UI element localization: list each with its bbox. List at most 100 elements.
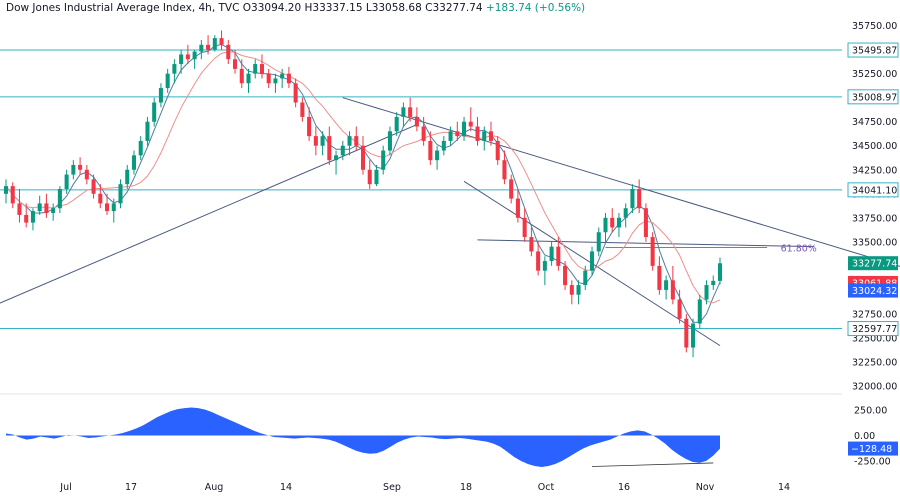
candle-30 xyxy=(206,44,211,50)
candle-77 xyxy=(522,217,527,238)
chart-header: Dow Jones Industrial Average Index, 4h, … xyxy=(6,2,585,14)
candle-16 xyxy=(111,203,116,212)
candle-82 xyxy=(556,246,561,266)
x-tick-3: 14 xyxy=(280,482,292,493)
osc-divergence-line xyxy=(592,462,714,467)
candle-12 xyxy=(84,169,89,180)
candle-68 xyxy=(462,121,467,137)
candle-104 xyxy=(704,285,709,300)
chart-title: Dow Jones Industrial Average Index, 4h, … xyxy=(6,2,240,14)
candle-87 xyxy=(589,251,595,271)
candle-7 xyxy=(51,208,56,214)
candle-48 xyxy=(327,136,332,161)
candle-91 xyxy=(616,217,621,228)
candle-55 xyxy=(374,169,379,185)
candle-24 xyxy=(165,73,170,89)
x-tick-7: 16 xyxy=(618,482,630,493)
candle-61 xyxy=(414,116,419,127)
candle-8 xyxy=(57,188,62,209)
y-tick-0: 35750.00 xyxy=(852,21,897,32)
trend-line-2 xyxy=(477,239,815,248)
x-tick-2: Aug xyxy=(205,482,224,493)
candle-6 xyxy=(44,203,49,214)
candle-42 xyxy=(286,73,291,84)
candle-51 xyxy=(347,136,352,146)
slow-ma-line xyxy=(5,51,721,304)
candle-89 xyxy=(603,217,608,233)
candle-20 xyxy=(138,140,143,156)
candle-79 xyxy=(536,251,541,271)
candle-73 xyxy=(495,140,500,161)
candle-23 xyxy=(158,88,163,103)
candle-105 xyxy=(711,280,716,286)
y-tick-5: 34500.00 xyxy=(852,141,897,152)
y-tick-6: 34250.00 xyxy=(852,165,897,176)
candle-96 xyxy=(650,237,655,266)
candle-46 xyxy=(313,136,318,146)
candle-102 xyxy=(691,323,696,348)
candle-63 xyxy=(428,140,433,161)
ohlc-high: H33337.15 xyxy=(304,2,363,14)
candle-37 xyxy=(253,64,258,74)
candle-78 xyxy=(529,237,534,252)
candle-27 xyxy=(185,54,190,60)
candle-84 xyxy=(569,285,574,295)
level-label-3: 32597.77 xyxy=(852,324,897,335)
candle-40 xyxy=(273,78,278,84)
ohlc-open: O33094.20 xyxy=(242,2,302,14)
ohlc-low: L33058.68 xyxy=(365,2,422,14)
candle-56 xyxy=(381,150,386,170)
candle-103 xyxy=(697,299,702,324)
candle-58 xyxy=(394,116,399,132)
candle-64 xyxy=(435,150,440,161)
candle-85 xyxy=(576,285,581,295)
price-badge-label-2: 33024.32 xyxy=(852,286,897,297)
candle-97 xyxy=(657,265,662,290)
osc-badge xyxy=(848,441,898,456)
y-tick-4: 34750.00 xyxy=(852,117,897,128)
fib-label: 61.80% xyxy=(781,244,817,255)
candle-59 xyxy=(401,107,406,117)
candle-94 xyxy=(637,188,642,209)
candle-9 xyxy=(64,174,69,189)
level-label-1: 35008.97 xyxy=(852,92,897,103)
osc-badge-label: −128.48 xyxy=(851,444,892,455)
candle-35 xyxy=(239,68,244,84)
ohlc-close: C33277.74 xyxy=(425,2,483,14)
candle-86 xyxy=(583,270,588,286)
candle-5 xyxy=(37,203,42,212)
y-tick-9: 33500.00 xyxy=(852,237,897,248)
candle-11 xyxy=(78,164,83,170)
trend-line-1 xyxy=(342,97,900,267)
candle-106 xyxy=(717,263,723,281)
candle-18 xyxy=(125,169,130,185)
y-tick-13: 32500.00 xyxy=(852,333,897,344)
candle-4 xyxy=(30,211,35,223)
candle-29 xyxy=(199,44,204,52)
osc-y-tick-0: 250.00 xyxy=(854,406,887,417)
candle-54 xyxy=(367,169,372,185)
level-badge-0 xyxy=(847,42,899,58)
osc-y-tick-1: 0.00 xyxy=(854,431,875,442)
y-tick-14: 32250.00 xyxy=(852,357,897,368)
candle-100 xyxy=(677,299,682,319)
level-badge-3 xyxy=(847,321,899,337)
candle-26 xyxy=(179,54,184,65)
candle-38 xyxy=(259,64,264,74)
ohlc-change: +183.74 (+0.56%) xyxy=(485,2,586,14)
price-badge-2 xyxy=(848,283,898,298)
candle-28 xyxy=(192,51,197,60)
candle-69 xyxy=(468,121,473,127)
candle-65 xyxy=(441,140,446,151)
y-tick-2: 35250.00 xyxy=(852,69,897,80)
candle-47 xyxy=(320,136,325,146)
candle-43 xyxy=(293,83,298,103)
candle-52 xyxy=(354,136,359,146)
candle-57 xyxy=(387,131,392,151)
candle-53 xyxy=(360,145,366,170)
y-tick-12: 32750.00 xyxy=(852,309,897,320)
trend-line-0 xyxy=(0,124,418,304)
candle-45 xyxy=(307,116,312,137)
fast-ma-line xyxy=(5,43,721,323)
